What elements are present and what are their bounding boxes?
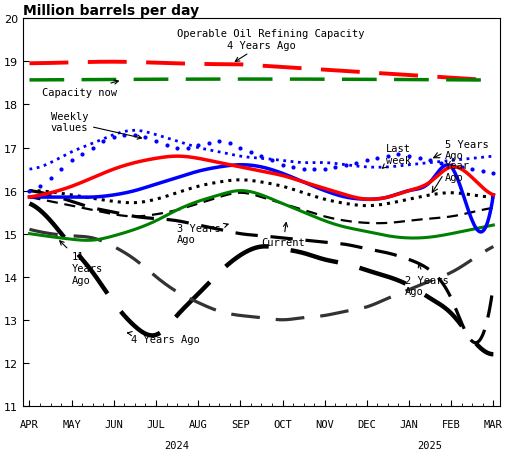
Text: AUG: AUG xyxy=(189,419,208,429)
Text: 2024: 2024 xyxy=(165,440,189,451)
Text: MAY: MAY xyxy=(62,419,81,429)
Text: OCT: OCT xyxy=(273,419,292,429)
Text: JUL: JUL xyxy=(147,419,166,429)
Text: 4 Years Ago: 4 Years Ago xyxy=(128,332,200,345)
Text: 2 Years
Ago: 2 Years Ago xyxy=(405,264,449,296)
Text: NOV: NOV xyxy=(315,419,334,429)
Text: Year
Ago: Year Ago xyxy=(445,161,470,183)
Text: Million barrels per day: Million barrels per day xyxy=(23,4,199,18)
Text: JAN: JAN xyxy=(400,419,419,429)
Text: Last
week: Last week xyxy=(383,144,411,169)
Text: Operable Oil Refining Capacity
        4 Years Ago: Operable Oil Refining Capacity 4 Years A… xyxy=(177,29,365,62)
Text: DEC: DEC xyxy=(358,419,376,429)
Text: MAR: MAR xyxy=(484,419,503,429)
Text: FEB: FEB xyxy=(442,419,461,429)
Text: 2025: 2025 xyxy=(418,440,442,451)
Text: 3 Years
Ago: 3 Years Ago xyxy=(177,223,228,245)
Text: Current: Current xyxy=(262,223,305,248)
Text: Weekly
values: Weekly values xyxy=(51,112,142,140)
Text: Capacity now: Capacity now xyxy=(42,81,118,97)
Text: SEP: SEP xyxy=(231,419,250,429)
Text: APR: APR xyxy=(20,419,39,429)
Text: JUN: JUN xyxy=(105,419,123,429)
Text: 11
Years
Ago: 11 Years Ago xyxy=(60,241,103,285)
Text: 5 Years
Ago: 5 Years Ago xyxy=(445,139,489,161)
